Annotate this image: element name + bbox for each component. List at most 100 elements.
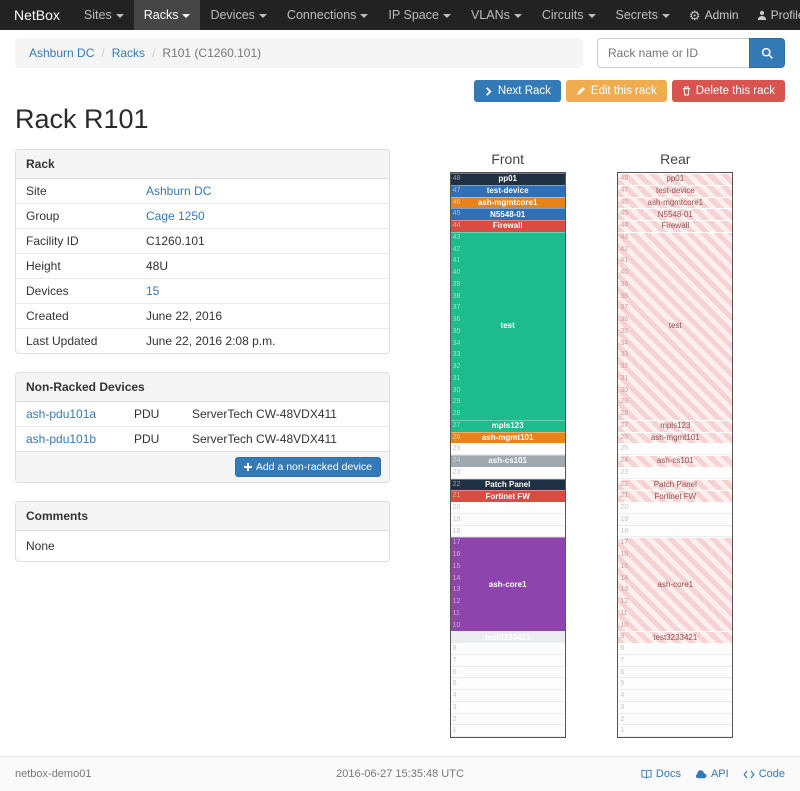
- device-front-test3233421[interactable]: test3233421: [450, 631, 565, 643]
- nav-item-label: Secrets: [615, 8, 658, 22]
- device-link[interactable]: ash-pdu101b: [26, 432, 97, 446]
- search-button[interactable]: [749, 38, 785, 68]
- attr-value: C1260.101: [146, 234, 205, 248]
- footer-link-api[interactable]: API: [695, 768, 729, 780]
- book-icon: [641, 769, 652, 779]
- device-front-ash-cs101[interactable]: ash-cs101: [450, 455, 565, 467]
- next-rack-button[interactable]: Next Rack: [473, 80, 561, 102]
- rack-unit-empty: [450, 667, 565, 679]
- device-rear-patch-panel[interactable]: Patch Panel: [618, 478, 733, 491]
- device-rear-test3233421[interactable]: test3233421: [618, 631, 733, 643]
- device-rear-mpls123[interactable]: mpls123: [618, 419, 733, 432]
- footer-link-docs[interactable]: Docs: [641, 768, 681, 780]
- breadcrumb: Ashburn DC / Racks / R101 (C1260.101): [15, 38, 583, 68]
- delete-this-rack-button[interactable]: Delete this rack: [671, 80, 785, 102]
- device-rear-test[interactable]: test: [618, 231, 733, 420]
- device-front-test-device[interactable]: test-device: [450, 184, 565, 197]
- gear-icon: ⚙: [688, 7, 701, 23]
- nav-item-vlans[interactable]: VLANs: [461, 0, 532, 30]
- device-role: PDU: [134, 407, 160, 421]
- rack-unit-empty: [450, 502, 565, 514]
- device-rear-n5548-01[interactable]: N5548-01: [618, 208, 733, 220]
- device-label: mpls123: [660, 421, 691, 431]
- device-rear-test-device[interactable]: test-device: [618, 184, 733, 197]
- nav-item-secrets[interactable]: Secrets: [606, 0, 680, 30]
- add-non-racked-device-button[interactable]: Add a non-racked device: [234, 457, 381, 477]
- nav-item-label: Circuits: [541, 8, 584, 22]
- nav-item-sites[interactable]: Sites: [74, 0, 134, 30]
- breadcrumb-item-ashburn-dc[interactable]: Ashburn DC: [29, 46, 95, 60]
- pencil-icon: [576, 86, 586, 96]
- device-front-test[interactable]: test: [450, 231, 565, 420]
- footer-link-code[interactable]: Code: [743, 768, 785, 780]
- device-front-pp01[interactable]: pp01: [450, 173, 565, 185]
- device-front-ash-mgmt101[interactable]: ash-mgmt101: [450, 431, 565, 444]
- rack-unit-empty: [618, 714, 733, 726]
- device-front-mpls123[interactable]: mpls123: [450, 419, 565, 432]
- device-front-firewall[interactable]: Firewall: [450, 220, 565, 232]
- non-racked-footer: Add a non-racked device: [16, 451, 389, 482]
- device-rear-ash-mgmtcore1[interactable]: ash-mgmtcore1: [618, 196, 733, 209]
- device-rear-ash-cs101[interactable]: ash-cs101: [618, 455, 733, 467]
- attr-value-link[interactable]: Cage 1250: [146, 209, 205, 223]
- device-rear-fortinet-fw[interactable]: Fortinet FW: [618, 490, 733, 502]
- rack-panel-title: Rack: [16, 150, 389, 179]
- nav-right-label: Admin: [704, 8, 739, 22]
- device-label: test-device: [655, 186, 695, 196]
- chevron-down-icon: [513, 13, 522, 18]
- device-rear-ash-mgmt101[interactable]: ash-mgmt101: [618, 431, 733, 444]
- edit-this-rack-button[interactable]: Edit this rack: [565, 80, 667, 102]
- device-rear-pp01[interactable]: pp01: [618, 173, 733, 185]
- device-label: test-device: [486, 186, 529, 196]
- brand-netbox[interactable]: NetBox: [14, 7, 60, 23]
- nav-item-circuits[interactable]: Circuits: [532, 0, 606, 30]
- rack-unit-empty: [450, 678, 565, 690]
- footer-hostname: netbox-demo01: [15, 768, 92, 780]
- trash-icon: [682, 86, 691, 96]
- rack-unit-empty: [450, 514, 565, 526]
- device-label: pp01: [666, 174, 685, 184]
- nav-item-label: Racks: [143, 8, 179, 22]
- nav-profile[interactable]: Profile: [748, 0, 800, 30]
- rack-attr-row: Last Updated June 22, 2016 2:08 p.m.: [16, 328, 389, 353]
- nav-item-devices[interactable]: Devices: [200, 0, 276, 30]
- nav-item-label: Devices: [210, 8, 255, 22]
- device-label: ash-cs101: [488, 456, 527, 466]
- attr-value-link[interactable]: Ashburn DC: [146, 184, 212, 198]
- rack-attr-row: Site Ashburn DC: [16, 179, 389, 203]
- device-front-ash-mgmtcore1[interactable]: ash-mgmtcore1: [450, 196, 565, 209]
- search-input[interactable]: [597, 38, 749, 68]
- rack-unit-empty: [450, 443, 565, 455]
- attr-label: Site: [26, 184, 47, 198]
- rack-unit-empty: [618, 678, 733, 690]
- device-name: ash-pdu101b: [16, 427, 128, 451]
- nav-item-label: Connections: [286, 8, 357, 22]
- breadcrumb-item-racks[interactable]: Racks: [111, 46, 146, 60]
- nav-right-label: Profile: [770, 8, 800, 22]
- device-front-patch-panel[interactable]: Patch Panel: [450, 478, 565, 491]
- device-rear-firewall[interactable]: Firewall: [618, 220, 733, 232]
- attr-value-link[interactable]: 15: [146, 284, 160, 298]
- button-label: Delete this rack: [695, 85, 775, 97]
- rack-attr-row: Facility ID C1260.101: [16, 228, 389, 253]
- nav-admin[interactable]: ⚙ Admin: [680, 0, 748, 30]
- chevron-down-icon: [587, 13, 596, 18]
- nav-item-racks[interactable]: Racks: [133, 0, 201, 30]
- rack-unit-empty: [618, 467, 733, 479]
- nav-item-label: Sites: [83, 8, 112, 22]
- cloud-icon: [695, 769, 707, 779]
- non-racked-device-row: ash-pdu101a PDU ServerTech CW-48VDX411: [16, 402, 389, 426]
- comments-panel: Comments None: [15, 501, 390, 562]
- rack-search: [597, 38, 785, 68]
- nav-item-ip-space[interactable]: IP Space: [378, 0, 461, 30]
- device-label: Fortinet FW: [654, 491, 697, 501]
- chevron-right-icon: [484, 86, 493, 96]
- device-rear-ash-core1[interactable]: ash-core1: [618, 537, 733, 632]
- nav-item-connections[interactable]: Connections: [277, 0, 379, 30]
- device-front-n5548-01[interactable]: N5548-01: [450, 208, 565, 220]
- device-front-fortinet-fw[interactable]: Fortinet FW: [450, 490, 565, 502]
- device-front-ash-core1[interactable]: ash-core1: [450, 537, 565, 632]
- device-label: N5548-01: [490, 209, 526, 219]
- chevron-down-icon: [442, 13, 451, 18]
- device-link[interactable]: ash-pdu101a: [26, 407, 97, 421]
